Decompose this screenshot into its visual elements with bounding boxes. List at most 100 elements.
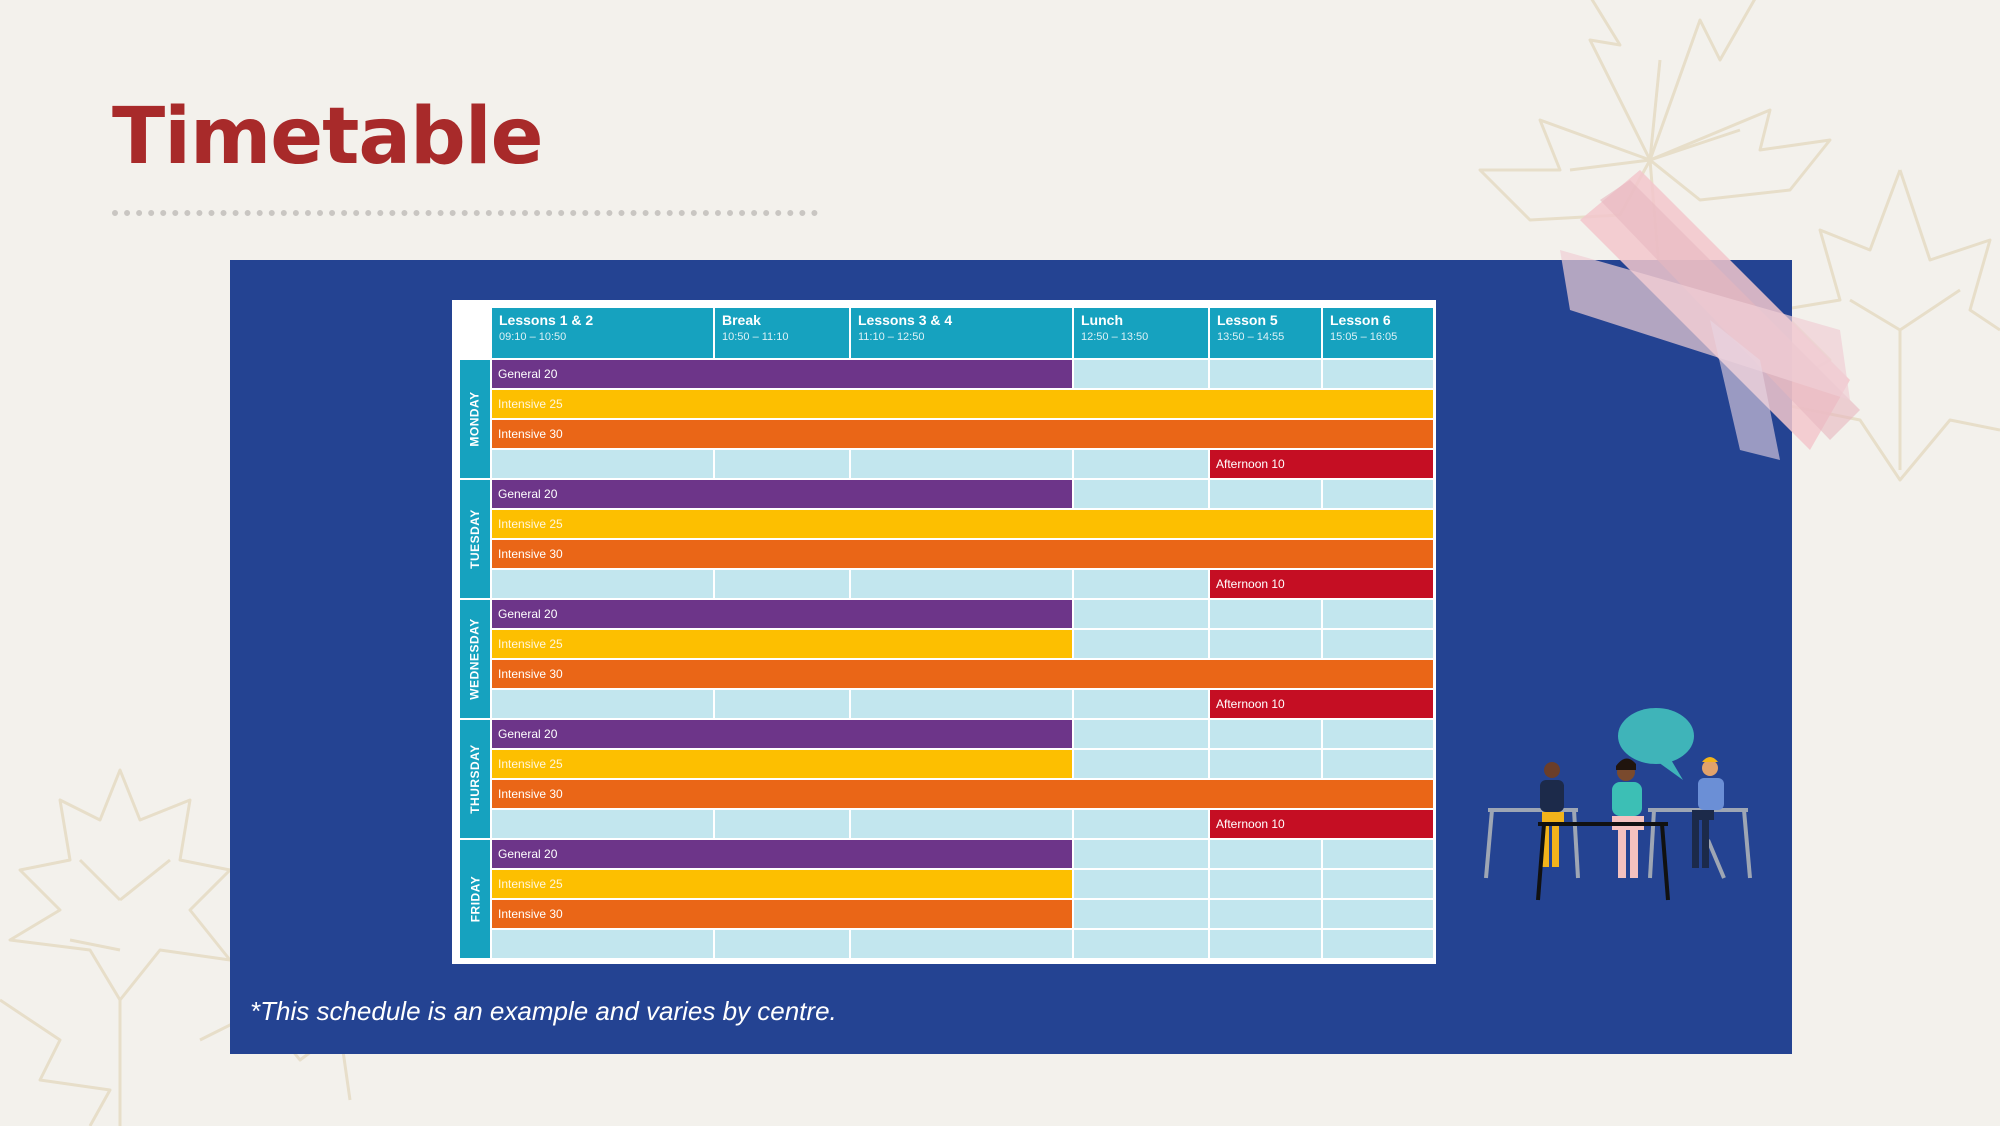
timetable-cell — [851, 810, 1072, 838]
column-header-time: 10:50 – 11:10 — [722, 331, 789, 343]
column-header-name: Lesson 6 — [1330, 312, 1391, 328]
day-label-thursday: THURSDAY — [460, 720, 490, 838]
timetable-cell — [1323, 720, 1433, 748]
timetable-cell — [1210, 840, 1321, 868]
timetable-cell — [851, 450, 1072, 478]
page-title: Timetable — [112, 92, 544, 182]
course-bar-afternoon: Afternoon 10 — [1210, 450, 1433, 478]
timetable-cell — [1074, 930, 1208, 958]
timetable-cell — [715, 450, 849, 478]
course-bar-int30: Intensive 30 — [492, 780, 1433, 808]
timetable-cell — [492, 810, 713, 838]
timetable-cell — [1210, 360, 1321, 388]
timetable-grid: Lessons 1 & 2 09:10 – 10:50 Break 10:50 – 1… — [460, 308, 1433, 958]
column-header-time: 15:05 – 16:05 — [1330, 331, 1398, 343]
course-bar-general: General 20 — [492, 360, 1072, 388]
timetable-cell — [1074, 450, 1208, 478]
column-header: Lunch 12:50 – 13:50 — [1074, 308, 1208, 358]
day-label-text: FRIDAY — [468, 875, 483, 923]
timetable-cell — [851, 690, 1072, 718]
day-label-text: THURSDAY — [468, 744, 483, 814]
course-bar-int25: Intensive 25 — [492, 510, 1433, 538]
day-label-text: TUESDAY — [468, 509, 482, 569]
course-bar-general: General 20 — [492, 720, 1072, 748]
timetable-cell — [715, 690, 849, 718]
day-label-wednesday: WEDNESDAY — [460, 600, 490, 718]
column-header: Lesson 5 13:50 – 14:55 — [1210, 308, 1321, 358]
course-bar-afternoon: Afternoon 10 — [1210, 690, 1433, 718]
column-header: Lessons 3 & 4 11:10 – 12:50 — [851, 308, 1072, 358]
timetable-cell — [1210, 600, 1321, 628]
day-label-friday: FRIDAY — [460, 840, 490, 958]
timetable-cell — [492, 450, 713, 478]
column-header-name: Lessons 1 & 2 — [499, 312, 594, 328]
timetable-cell — [1074, 750, 1208, 778]
timetable-cell — [1074, 900, 1208, 928]
column-header-name: Break — [722, 312, 761, 328]
course-bar-int30: Intensive 30 — [492, 660, 1433, 688]
day-label-text: WEDNESDAY — [468, 618, 482, 700]
day-label-tuesday: TUESDAY — [460, 480, 490, 598]
timetable-cell — [715, 930, 849, 958]
course-bar-general: General 20 — [492, 480, 1072, 508]
students-illustration-icon — [1484, 708, 1752, 901]
course-bar-int30: Intensive 30 — [492, 900, 1072, 928]
timetable-cell — [851, 570, 1072, 598]
column-header-name: Lessons 3 & 4 — [858, 312, 953, 328]
course-bar-afternoon: Afternoon 10 — [1210, 570, 1433, 598]
timetable-cell — [1074, 480, 1208, 508]
course-bar-int30: Intensive 30 — [492, 540, 1433, 568]
course-bar-int30: Intensive 30 — [492, 420, 1433, 448]
timetable-cell — [1323, 600, 1433, 628]
timetable-cell — [1074, 840, 1208, 868]
timetable-cell — [1210, 930, 1321, 958]
course-bar-int25: Intensive 25 — [492, 630, 1072, 658]
timetable-cell — [1323, 870, 1433, 898]
timetable-cell — [1323, 930, 1433, 958]
timetable-cell — [1210, 900, 1321, 928]
timetable-cell — [1074, 720, 1208, 748]
column-header: Lesson 6 15:05 – 16:05 — [1323, 308, 1433, 358]
timetable-cell — [492, 690, 713, 718]
column-header-time: 11:10 – 12:50 — [858, 331, 925, 343]
course-bar-afternoon: Afternoon 10 — [1210, 810, 1433, 838]
course-bar-int25: Intensive 25 — [492, 750, 1072, 778]
day-label-text: MONDAY — [468, 391, 483, 447]
timetable-cell — [1323, 360, 1433, 388]
timetable-cell — [1074, 870, 1208, 898]
timetable-cell — [1210, 720, 1321, 748]
column-header: Lessons 1 & 2 09:10 – 10:50 — [492, 308, 713, 358]
timetable-cell — [492, 570, 713, 598]
column-header-time: 12:50 – 13:50 — [1081, 331, 1149, 343]
timetable-cell — [1074, 810, 1208, 838]
timetable-cell — [715, 570, 849, 598]
timetable-card: Lessons 1 & 2 09:10 – 10:50 Break 10:50 – 1… — [452, 300, 1436, 964]
course-bar-general: General 20 — [492, 840, 1072, 868]
column-header-name: Lesson 5 — [1217, 312, 1278, 328]
course-bar-general: General 20 — [492, 600, 1072, 628]
timetable-corner — [460, 308, 490, 358]
timetable-cell — [1074, 570, 1208, 598]
timetable-cell — [1323, 480, 1433, 508]
timetable-cell — [1210, 870, 1321, 898]
timetable-cell — [1074, 630, 1208, 658]
timetable-cell — [1323, 900, 1433, 928]
course-bar-int25: Intensive 25 — [492, 870, 1072, 898]
column-header-name: Lunch — [1081, 312, 1123, 328]
timetable-cell — [492, 930, 713, 958]
column-header-time: 13:50 – 14:55 — [1217, 331, 1285, 343]
timetable-cell — [1210, 480, 1321, 508]
schedule-note: *This schedule is an example and varies … — [250, 996, 837, 1026]
timetable-cell — [1074, 690, 1208, 718]
day-label-monday: MONDAY — [460, 360, 490, 478]
title-divider — [112, 210, 818, 216]
column-header-time: 09:10 – 10:50 — [499, 331, 567, 343]
course-bar-int25: Intensive 25 — [492, 390, 1433, 418]
timetable-cell — [715, 810, 849, 838]
timetable-cell — [1074, 360, 1208, 388]
timetable-cell — [1323, 630, 1433, 658]
timetable-cell — [1074, 600, 1208, 628]
timetable-cell — [1323, 750, 1433, 778]
column-header: Break 10:50 – 11:10 — [715, 308, 849, 358]
timetable-cell — [851, 930, 1072, 958]
